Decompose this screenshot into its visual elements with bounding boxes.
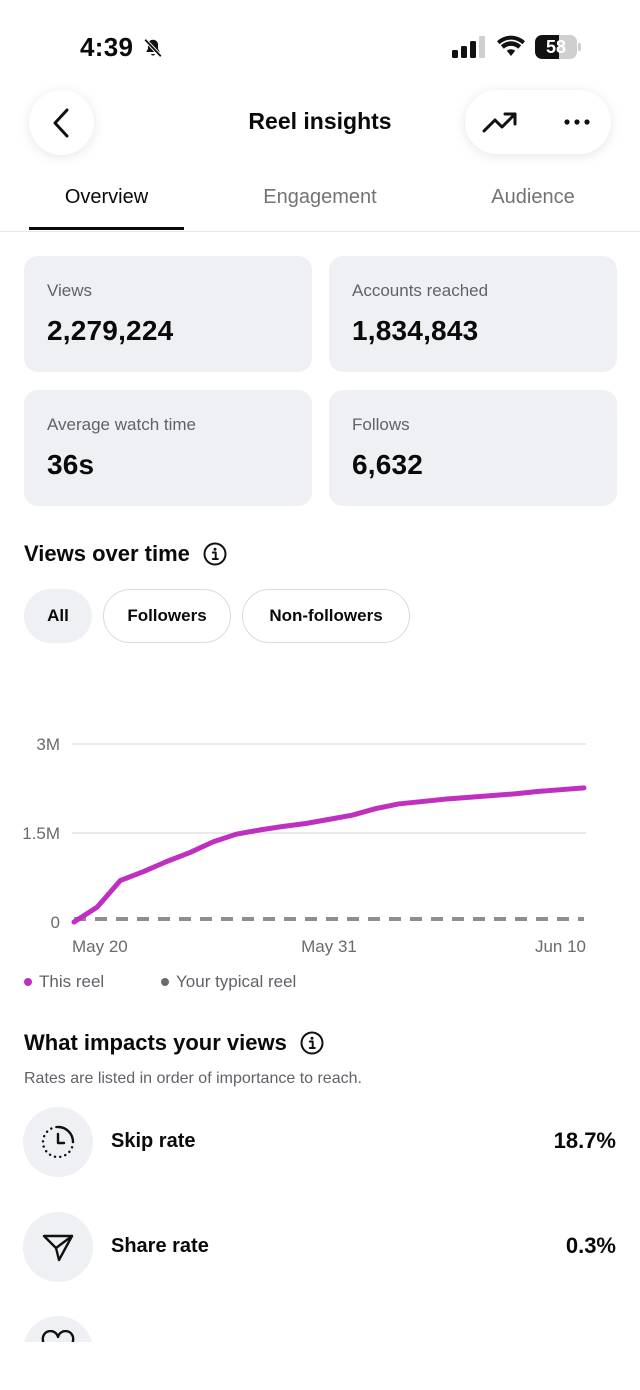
legend-item-this-reel: This reel [24, 972, 104, 992]
signal-icon [452, 36, 485, 58]
stat-value: 1,834,843 [352, 315, 479, 346]
stat-label: Views [47, 281, 93, 300]
back-button[interactable] [29, 90, 94, 155]
y-tick-label: 0 [51, 913, 60, 932]
y-tick-label: 1.5M [22, 824, 60, 843]
metric-icon-badge [23, 1212, 93, 1282]
stat-card-views: Views 2,279,224 [24, 256, 312, 372]
status-time: 4:39 [80, 32, 134, 62]
tab-audience[interactable]: Audience [491, 186, 575, 208]
battery-icon: 58 [535, 35, 581, 59]
stat-label: Average watch time [47, 415, 196, 434]
y-tick-label: 3M [36, 735, 60, 754]
stat-label: Follows [352, 415, 410, 434]
stat-label: Accounts reached [352, 281, 489, 300]
metric-icon-badge [23, 1107, 93, 1177]
legend-item-typical-reel: Your typical reel [161, 972, 296, 992]
filter-chip-followers[interactable]: Followers [103, 589, 231, 643]
stat-card-average-watch-time: Average watch time 36s [24, 390, 312, 506]
metric-label: Skip rate [111, 1130, 196, 1152]
tab-overview[interactable]: Overview [64, 186, 149, 208]
stat-value: 2,279,224 [47, 315, 174, 346]
metric-label: Share rate [111, 1235, 209, 1257]
stat-card-follows: Follows 6,632 [329, 390, 617, 506]
header-actions [465, 90, 611, 154]
x-tick-label: May 20 [72, 937, 128, 956]
send-icon [42, 1234, 74, 1262]
metric-row-share-rate[interactable]: Share rate 0.3% [0, 1212, 640, 1284]
legend-label: Your typical reel [176, 972, 297, 991]
impacts-subtitle: Rates are listed in order of importance … [24, 1070, 362, 1087]
more-horizontal-icon [564, 119, 590, 125]
wifi-icon [497, 35, 525, 56]
section-title-text: What impacts your views [24, 1030, 287, 1055]
stat-card-accounts-reached: Accounts reached 1,834,843 [329, 256, 617, 372]
heart-icon [41, 1330, 75, 1342]
status-bar: 4:39 58 [0, 0, 640, 95]
legend-dot [161, 978, 169, 986]
more-options-button[interactable] [557, 106, 597, 138]
section-title-text: Views over time [24, 541, 190, 566]
views-over-time-heading: Views over time [24, 541, 227, 567]
stat-value: 6,632 [352, 449, 424, 480]
clock-icon [41, 1125, 75, 1159]
filter-chip-non-followers[interactable]: Non-followers [242, 589, 410, 643]
metric-row-skip-rate[interactable]: Skip rate 18.7% [0, 1107, 640, 1179]
info-icon[interactable] [300, 1031, 324, 1055]
battery-percent: 58 [545, 37, 567, 57]
trend-button[interactable] [481, 106, 519, 138]
page-title: Reel insights [248, 108, 392, 134]
tab-engagement[interactable]: Engagement [263, 186, 377, 208]
metric-row-partial[interactable] [23, 1316, 93, 1342]
series-line-this-reel [71, 785, 587, 925]
impacts-heading: What impacts your views [24, 1030, 324, 1056]
metric-value: 18.7% [553, 1128, 616, 1153]
chevron-left-icon [53, 108, 68, 137]
filter-chip-all[interactable]: All [24, 589, 92, 643]
x-tick-label: Jun 10 [535, 937, 586, 956]
legend-label: This reel [39, 972, 105, 991]
muted-bell-icon [143, 38, 163, 58]
stat-value: 36s [47, 449, 95, 480]
info-icon[interactable] [203, 542, 227, 566]
views-line-chart: 3M 1.5M 0 May 20 May 31 Jun 10 [22, 735, 587, 956]
trending-up-icon [482, 112, 517, 133]
chart-legend: This reel Your typical reel [0, 972, 640, 998]
tab-bar: Overview Engagement Audience [0, 166, 640, 232]
legend-dot [24, 978, 32, 986]
active-tab-indicator [29, 227, 184, 230]
metric-icon-badge [23, 1316, 93, 1342]
metric-value: 0.3% [565, 1233, 616, 1258]
x-tick-label: May 31 [301, 937, 357, 956]
